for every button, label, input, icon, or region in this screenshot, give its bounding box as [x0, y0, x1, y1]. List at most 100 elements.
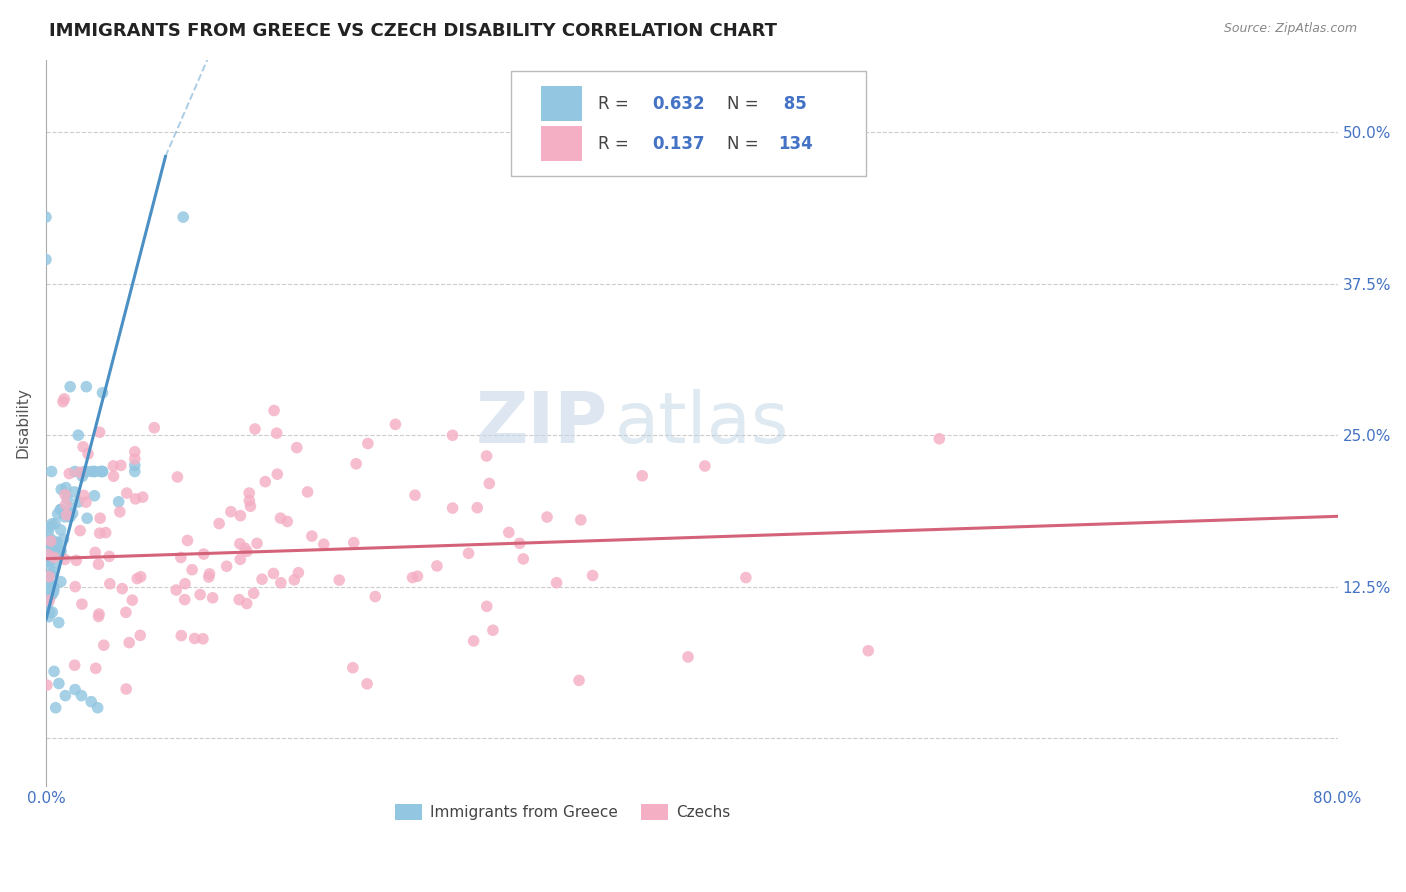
Point	[37, 548, 59, 562]
Point	[426, 558, 449, 573]
Point	[76, 511, 98, 525]
Point	[132, 490, 155, 504]
Point	[59, 500, 82, 515]
Point	[129, 570, 152, 584]
Point	[45, 556, 67, 570]
Point	[107, 495, 129, 509]
Point	[108, 505, 131, 519]
Point	[41, 541, 63, 555]
Point	[83, 465, 105, 479]
Point	[197, 570, 219, 584]
Point	[45, 700, 67, 714]
Point	[441, 428, 464, 442]
Point	[91, 385, 114, 400]
Point	[172, 210, 194, 224]
Point	[69, 465, 91, 479]
Point	[98, 549, 121, 564]
Point	[44, 516, 66, 531]
Point	[89, 511, 111, 525]
Point	[35, 577, 58, 591]
Point	[44, 536, 66, 550]
Point	[236, 544, 259, 558]
Point	[285, 441, 308, 455]
Point	[569, 513, 592, 527]
Point	[270, 575, 292, 590]
Point	[263, 403, 285, 417]
Point	[364, 590, 387, 604]
Point	[56, 492, 79, 507]
Text: 134: 134	[779, 135, 813, 153]
Point	[124, 452, 146, 467]
Point	[475, 599, 498, 614]
Point	[242, 586, 264, 600]
Point	[41, 533, 63, 547]
Text: 85: 85	[779, 95, 807, 113]
Point	[38, 553, 60, 567]
Point	[49, 502, 72, 516]
Point	[38, 609, 60, 624]
Point	[183, 632, 205, 646]
Point	[404, 488, 426, 502]
Text: atlas: atlas	[614, 389, 789, 458]
Point	[83, 465, 105, 479]
Point	[91, 465, 114, 479]
Point	[55, 508, 77, 522]
Point	[72, 440, 94, 454]
Point	[38, 589, 60, 603]
Point	[63, 682, 86, 697]
Point	[342, 661, 364, 675]
Point	[170, 629, 193, 643]
Point	[63, 484, 86, 499]
Point	[357, 436, 380, 450]
Point	[384, 417, 406, 432]
Point	[48, 676, 70, 690]
Text: 0.632: 0.632	[652, 95, 704, 113]
Point	[38, 542, 60, 557]
Point	[498, 525, 520, 540]
Point	[35, 594, 58, 608]
Point	[631, 468, 654, 483]
Point	[84, 661, 107, 675]
Point	[69, 524, 91, 538]
Point	[42, 582, 65, 596]
Point	[49, 574, 72, 589]
Point	[246, 536, 269, 550]
Point	[254, 475, 277, 489]
Point	[98, 576, 121, 591]
Point	[87, 607, 110, 621]
Legend: Immigrants from Greece, Czechs: Immigrants from Greece, Czechs	[389, 797, 737, 826]
Point	[188, 588, 211, 602]
Point	[143, 421, 166, 435]
FancyBboxPatch shape	[541, 127, 582, 161]
Point	[229, 508, 252, 523]
Point	[283, 573, 305, 587]
Point	[75, 495, 97, 509]
Point	[42, 550, 65, 565]
Point	[509, 536, 531, 550]
Point	[228, 592, 250, 607]
Point	[37, 598, 59, 612]
Point	[67, 495, 90, 509]
Point	[266, 467, 288, 482]
Text: N =: N =	[727, 135, 763, 153]
Point	[198, 566, 221, 581]
Point	[72, 469, 94, 483]
Point	[89, 465, 111, 479]
Point	[75, 465, 97, 479]
Point	[406, 569, 429, 583]
Point	[103, 458, 125, 473]
Point	[512, 552, 534, 566]
Point	[37, 556, 59, 570]
Point	[62, 507, 84, 521]
Point	[83, 489, 105, 503]
Point	[174, 576, 197, 591]
Point	[266, 426, 288, 441]
Point	[46, 540, 69, 554]
Point	[87, 558, 110, 572]
Point	[37, 525, 59, 540]
Point	[65, 553, 87, 567]
Point	[42, 585, 65, 599]
Point	[201, 591, 224, 605]
Point	[35, 252, 58, 267]
Point	[546, 575, 568, 590]
